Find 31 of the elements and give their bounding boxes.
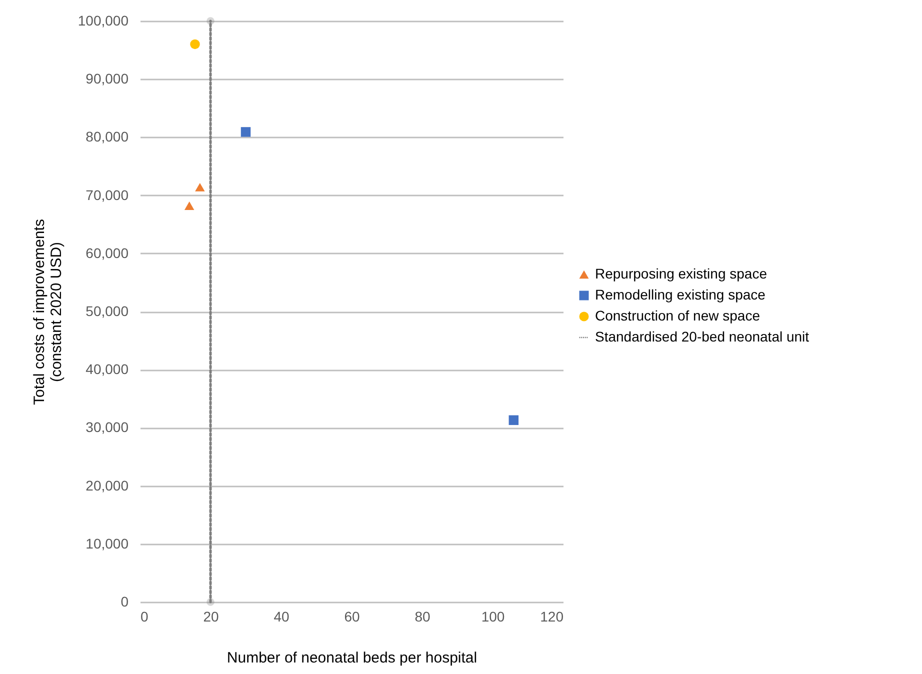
y-tick-label: 20,000 <box>86 477 129 494</box>
point <box>206 17 214 25</box>
y-tick-label: 30,000 <box>86 419 129 436</box>
legend-label: Remodelling existing space <box>595 286 766 302</box>
y-tick-label: 80,000 <box>86 128 129 145</box>
y-tick-label: 40,000 <box>86 361 129 378</box>
legend-label: Standardised 20-bed neonatal unit <box>595 328 810 344</box>
y-tick-label: 90,000 <box>86 70 129 87</box>
point <box>240 127 251 137</box>
y-tick-label: 100,000 <box>78 12 129 28</box>
point <box>190 39 200 50</box>
x-tick-label: 120 <box>540 608 564 624</box>
point <box>508 415 519 426</box>
x-tick-label: 20 <box>203 608 219 624</box>
x-tick-label: 60 <box>344 608 360 624</box>
point <box>195 182 205 192</box>
x-tick-label: 0 <box>140 608 148 624</box>
y-tick-label: 50,000 <box>86 303 129 319</box>
y-tick-label: 0 <box>120 594 129 610</box>
point <box>184 202 194 210</box>
x-tick-label: 40 <box>274 608 290 624</box>
x-axis-title: Number of neonatal beds per hospital <box>226 650 478 666</box>
point <box>206 598 214 606</box>
y-tick-label: 10,000 <box>86 535 129 552</box>
legend-label: Construction of new space <box>595 308 760 324</box>
y-axis-title: Total costs of improvements (constant 2020 USD) <box>30 219 65 405</box>
legend-label: Repurposing existing space <box>595 266 768 282</box>
x-tick-label: 100 <box>481 608 505 624</box>
y-tick-label: 70,000 <box>86 186 129 203</box>
x-tick-label: 80 <box>414 608 430 624</box>
y-tick-label: 60,000 <box>86 244 129 261</box>
